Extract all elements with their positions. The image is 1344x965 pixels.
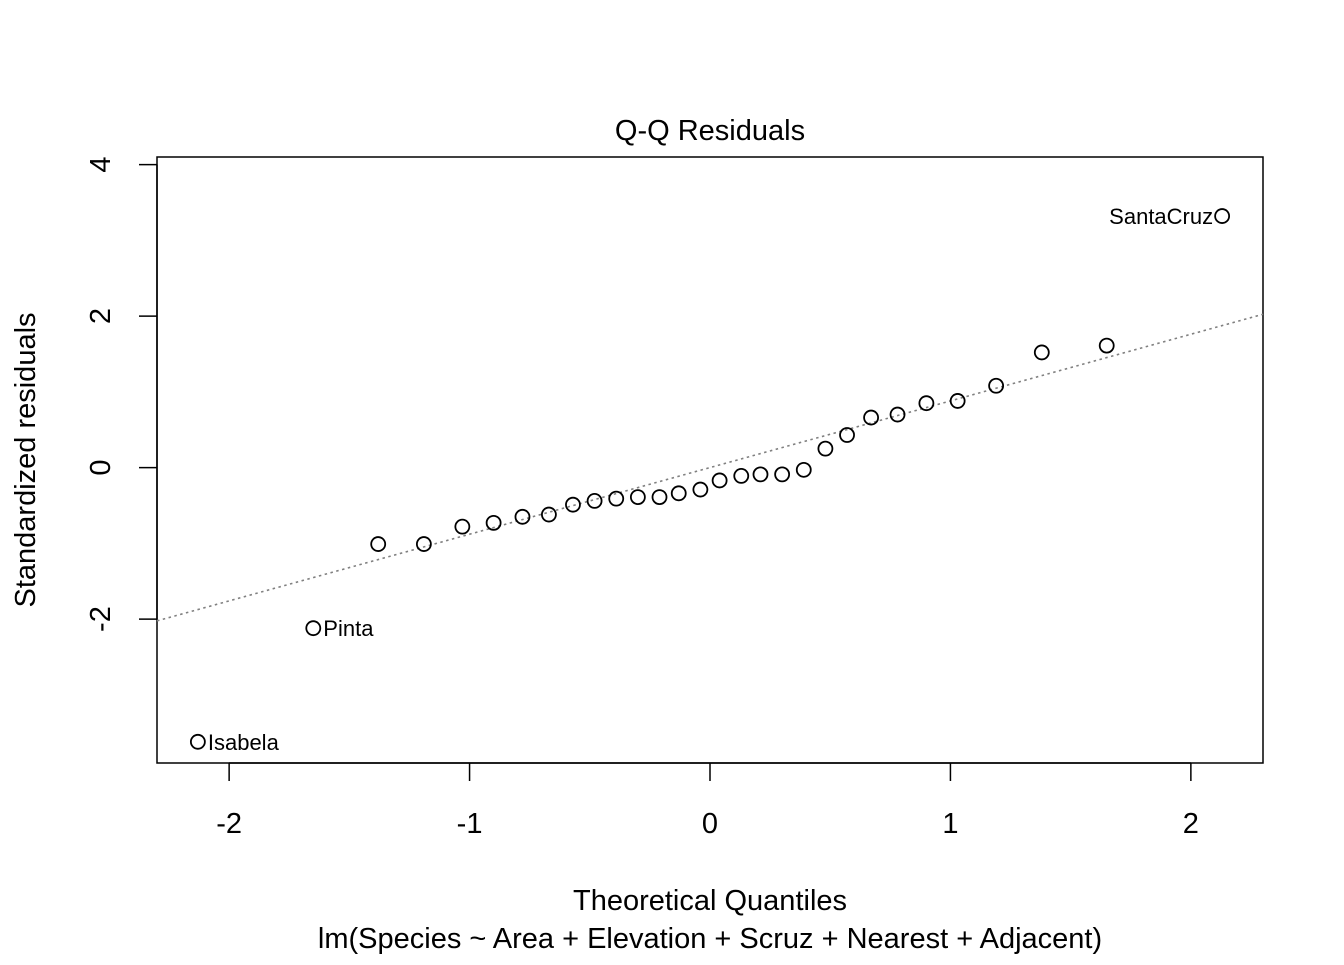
data-point — [541, 506, 557, 523]
points-layer — [189, 208, 1231, 750]
data-point — [651, 489, 668, 506]
data-point — [189, 733, 206, 750]
data-point — [817, 440, 834, 457]
data-point — [454, 518, 471, 535]
data-point — [1214, 208, 1231, 224]
data-point — [918, 395, 935, 412]
y-tick-label: 4 — [85, 157, 117, 173]
x-tick-label: 0 — [702, 808, 718, 840]
data-point — [485, 514, 502, 531]
data-point — [415, 536, 432, 552]
reference-line — [156, 313, 1264, 622]
data-point — [1033, 344, 1050, 361]
point-label: SantaCruz — [1109, 204, 1213, 229]
data-point — [752, 466, 769, 483]
data-point — [889, 406, 906, 423]
point-labels-layer: Isabela Pinta SantaCruz — [208, 204, 1213, 755]
x-tick-label: 1 — [942, 808, 958, 840]
data-point — [608, 490, 625, 507]
data-point — [774, 466, 791, 483]
data-point — [586, 493, 603, 509]
data-point — [370, 536, 387, 552]
data-point — [629, 489, 646, 506]
x-tick-label: 2 — [1183, 808, 1199, 840]
y-tick-label: -2 — [85, 606, 117, 632]
data-point — [949, 393, 966, 409]
data-point — [670, 485, 687, 502]
x-tick-label: -2 — [216, 808, 242, 840]
y-tick-label: 2 — [85, 308, 117, 324]
point-label: Isabela — [208, 730, 280, 755]
y-tick-label: 0 — [85, 460, 117, 476]
x-axis: -2 -1 0 1 2 — [216, 762, 1199, 840]
chart-subtitle: lm(Species ~ Area + Elevation + Scruz + … — [318, 923, 1102, 955]
data-point — [733, 468, 750, 484]
y-axis: -2 0 2 4 — [85, 157, 158, 632]
data-point — [692, 481, 709, 498]
x-tick-label: -1 — [457, 808, 483, 840]
data-point — [711, 472, 728, 489]
data-point — [514, 508, 531, 525]
data-point — [988, 377, 1005, 394]
reference-line-layer — [156, 313, 1264, 622]
data-point — [565, 496, 581, 513]
data-point — [1098, 337, 1115, 354]
chart-title: Q-Q Residuals — [615, 115, 805, 147]
point-label: Pinta — [323, 616, 374, 641]
data-point — [795, 461, 812, 478]
data-point — [863, 409, 879, 426]
x-axis-label: Theoretical Quantiles — [573, 885, 847, 917]
data-point — [839, 427, 855, 443]
data-point — [305, 620, 322, 637]
y-axis-label: Standardized residuals — [10, 312, 42, 607]
plot-frame — [156, 156, 1264, 764]
